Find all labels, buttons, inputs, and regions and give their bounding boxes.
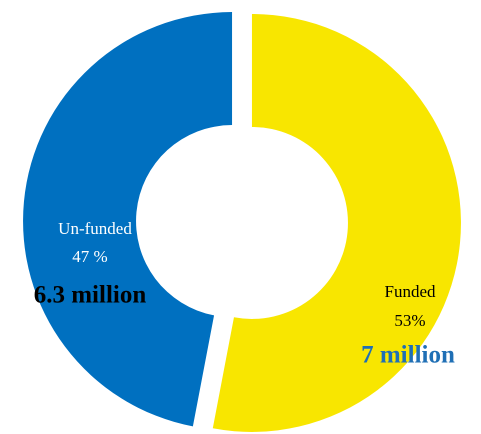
slice [23, 12, 233, 427]
slice-value: 47 % [72, 247, 107, 266]
slice-category: Funded [385, 282, 437, 301]
slice-amount: 7 million [361, 342, 455, 369]
slice-amount: 6.3 million [34, 282, 147, 309]
slice [212, 13, 461, 432]
slice-value: 53% [394, 311, 425, 330]
slice-category: Un-funded [58, 219, 132, 238]
